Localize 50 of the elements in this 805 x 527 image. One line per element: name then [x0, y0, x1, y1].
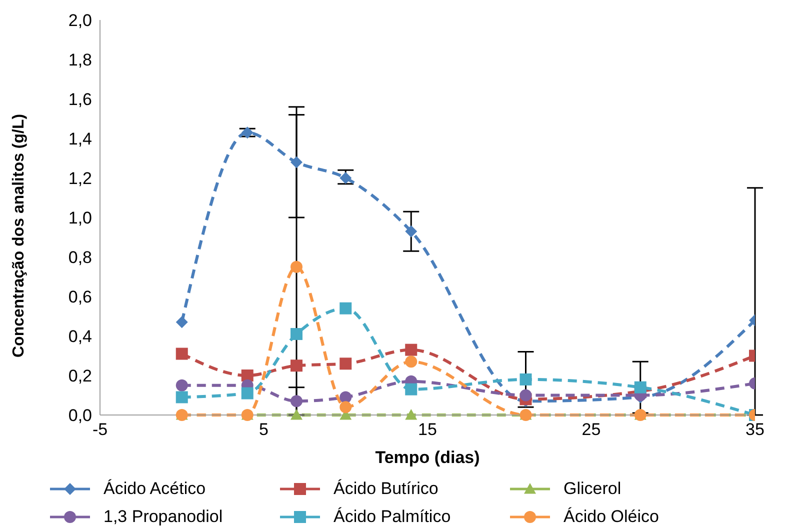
- y-tick-label: 0,2: [68, 366, 92, 386]
- point: [290, 409, 302, 420]
- legend-label: Ácido Acético: [104, 479, 206, 499]
- point: [290, 156, 302, 168]
- point: [405, 356, 418, 368]
- legend-label: 1,3 Propanodiol: [104, 507, 223, 527]
- y-tick-label: 1,4: [68, 130, 92, 149]
- legend-label: Ácido Butírico: [334, 479, 438, 499]
- point: [340, 302, 352, 314]
- y-tick-label: 1,0: [68, 208, 92, 228]
- y-axis-title: Concentração dos analitos (g/L): [10, 114, 28, 358]
- point: [340, 172, 352, 184]
- y-tick-label: 0,0: [68, 406, 92, 426]
- x-tick-label: -5: [92, 420, 108, 440]
- point: [634, 381, 646, 394]
- point: [290, 395, 302, 408]
- point: [340, 358, 352, 370]
- y-tick-label: 1,8: [68, 50, 92, 70]
- point: [290, 260, 302, 273]
- x-tick-label: 5: [259, 420, 268, 440]
- point: [405, 409, 418, 420]
- y-tick-label: 1,2: [68, 169, 92, 188]
- point: [176, 316, 188, 328]
- y-tick-label: 0,8: [68, 248, 92, 268]
- point: [176, 379, 188, 392]
- y-tick-label: 2,0: [68, 11, 92, 30]
- point: [290, 328, 302, 340]
- point: [340, 391, 352, 404]
- point: [405, 225, 418, 238]
- x-axis-title: Tempo (dias): [375, 448, 480, 467]
- point: [405, 383, 418, 396]
- point: [241, 387, 254, 400]
- legend-label: Ácido Oléico: [564, 507, 659, 527]
- legend-label: Ácido Palmítico: [334, 507, 451, 527]
- point: [241, 126, 254, 139]
- point: [176, 348, 188, 360]
- point: [520, 373, 532, 386]
- y-tick-label: 1,6: [68, 90, 92, 110]
- point: [176, 391, 188, 404]
- legend-label: Glicerol: [564, 479, 622, 499]
- point: [340, 401, 352, 414]
- y-tick-label: 0,4: [68, 327, 92, 346]
- y-tick-label: 0,6: [68, 288, 92, 307]
- point: [405, 344, 418, 356]
- point: [290, 360, 302, 372]
- x-tick-label: 35: [746, 420, 764, 440]
- x-tick-label: 15: [418, 420, 437, 440]
- point: [520, 389, 532, 402]
- point: [241, 370, 254, 382]
- x-tick-label: 25: [582, 420, 601, 440]
